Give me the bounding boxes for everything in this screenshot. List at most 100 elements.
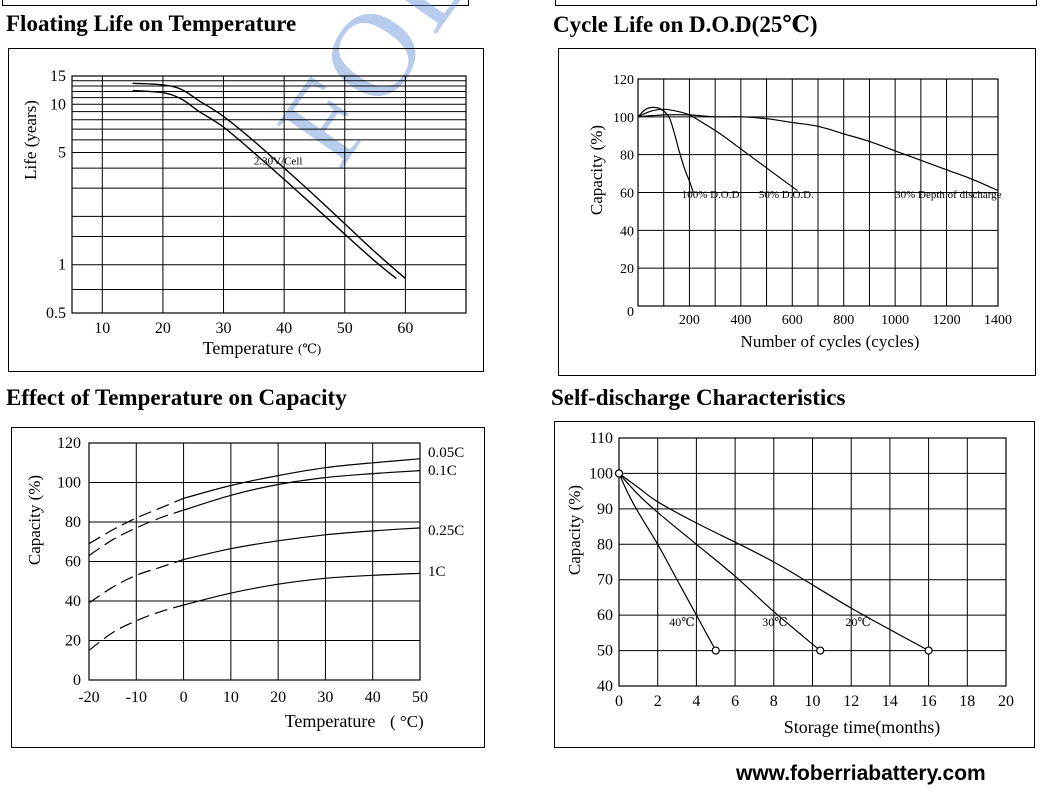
self-x-tick-label: 8	[770, 693, 778, 710]
chart-frame-floating-life	[8, 48, 484, 372]
self-y-axis-label: Capacity (%)	[565, 485, 584, 575]
self-x-tick-label: 0	[615, 693, 623, 710]
floating-x-tick-label: 40	[276, 320, 292, 337]
self-series-label-2: 20℃	[845, 615, 870, 629]
footer-website-link[interactable]: www.foberriabattery.com	[736, 762, 986, 785]
floating-series-line-0	[132, 82, 406, 280]
previous-frame-edge-right	[555, 0, 1037, 6]
cycle-series-line-2	[637, 114, 999, 192]
self-series-label-1: 30℃	[762, 615, 787, 629]
cycle-x-tick-label: 1400	[984, 313, 1012, 328]
self-x-tick-label: 18	[959, 693, 975, 710]
floating-y-tick-label: 15	[50, 68, 66, 85]
self-y-tick-label: 70	[597, 572, 613, 589]
floating-y-tick-label: 1	[58, 257, 66, 274]
temp-series-solid-0	[183, 458, 421, 499]
self-marker-3	[924, 646, 933, 655]
self-x-tick-label: 16	[921, 693, 937, 710]
self-y-tick-label: 110	[590, 430, 613, 447]
cycle-y-axis-label: Capacity (%)	[587, 125, 606, 215]
floating-x-axis-unit: (℃)	[298, 341, 321, 356]
chart-frame-temperature-capacity	[11, 427, 485, 748]
temp-series-label-0: 0.05C	[428, 445, 464, 461]
self-x-tick-label: 14	[882, 693, 898, 710]
chart-frame-cycle-life	[558, 48, 1036, 376]
chart-title-self-discharge: Self-discharge Characteristics	[551, 385, 846, 410]
temp-y-tick-label: 20	[65, 633, 81, 650]
floating-x-tick-label: 30	[216, 320, 232, 337]
temp-series-solid-2	[183, 527, 421, 561]
self-y-tick-label: 100	[589, 465, 613, 482]
chart-title-floating-life: Floating Life on Temperature	[6, 11, 297, 36]
self-series-line-0	[618, 473, 717, 651]
cycle-series-label-0: 100% D.O.D.	[682, 189, 743, 201]
temp-x-tick-label: 40	[365, 689, 381, 706]
floating-series-line-1	[132, 89, 397, 280]
cycle-y-tick-label: 100	[613, 111, 634, 126]
temp-y-tick-label: 80	[65, 514, 81, 531]
self-series-label-0: 40℃	[669, 615, 694, 629]
chart-frame-self-discharge	[554, 421, 1035, 748]
floating-x-tick-label: 10	[94, 320, 110, 337]
temp-x-tick-label: 10	[223, 689, 239, 706]
temp-series-dashed-0	[88, 497, 184, 545]
self-x-tick-label: 12	[843, 693, 859, 710]
floating-x-tick-label: 20	[155, 320, 171, 337]
temp-x-tick-label: 30	[317, 689, 333, 706]
self-x-axis-label: Storage time(months)	[784, 717, 940, 738]
temp-x-axis-unit: ( °C)	[390, 712, 424, 731]
floating-y-tick-label: 5	[58, 145, 66, 162]
cycle-y-tick-label: 60	[620, 187, 634, 202]
temp-y-tick-label: 120	[57, 435, 81, 452]
floating-plot-area	[71, 75, 467, 314]
temp-x-axis-label: Temperature	[285, 711, 376, 731]
self-y-tick-label: 40	[597, 678, 613, 695]
cycle-series-label-2: 30% Depth of discharge	[895, 189, 1002, 201]
floating-x-tick-label: 60	[397, 320, 413, 337]
self-x-tick-label: 6	[731, 693, 739, 710]
self-series-line-1	[618, 473, 821, 652]
self-x-tick-label: 2	[654, 693, 662, 710]
self-x-tick-label: 4	[692, 693, 700, 710]
temp-y-tick-label: 0	[73, 672, 81, 689]
self-marker-0	[614, 469, 624, 478]
temp-series-solid-3	[183, 572, 421, 606]
temp-series-label-2: 0.25C	[428, 523, 464, 539]
chart-title-cycle-life: Cycle Life on D.O.D(25℃)	[553, 12, 818, 37]
temp-series-dashed-3	[88, 604, 184, 651]
cycle-y-tick-label: 40	[620, 224, 634, 239]
temp-x-tick-label: 50	[412, 689, 428, 706]
temp-series-dashed-1	[88, 509, 184, 557]
cycle-series-line-0	[637, 106, 694, 193]
cycle-series-label-1: 50% D.O.D.	[759, 189, 814, 201]
cycle-y-tick-label: 80	[620, 149, 634, 164]
self-y-tick-label: 90	[597, 501, 613, 518]
cycle-x-tick-label: 1000	[881, 313, 909, 328]
self-marker-2	[816, 646, 825, 655]
temp-y-axis-label: Capacity (%)	[25, 475, 44, 565]
temp-x-tick-label: -10	[126, 689, 147, 706]
cycle-x-tick-label: 800	[833, 313, 854, 328]
floating-annotation: 2.30V/Cell	[254, 156, 303, 168]
self-y-tick-label: 80	[597, 536, 613, 553]
floating-x-tick-label: 50	[337, 320, 353, 337]
cycle-y-tick-label: 20	[620, 262, 634, 277]
self-y-tick-label: 60	[597, 607, 613, 624]
self-marker-1	[711, 646, 720, 655]
temp-x-tick-label: -20	[78, 689, 99, 706]
temp-series-dashed-2	[88, 558, 184, 604]
temp-y-tick-label: 100	[57, 475, 81, 492]
cycle-y-tick-label: 0	[627, 305, 634, 320]
previous-frame-edge-left	[2, 0, 469, 6]
self-x-tick-label: 20	[998, 693, 1014, 710]
cycle-x-axis-label: Number of cycles (cycles)	[741, 332, 920, 351]
cycle-x-tick-label: 1200	[933, 313, 961, 328]
cycle-x-tick-label: 600	[782, 313, 803, 328]
cycle-x-tick-label: 200	[679, 313, 700, 328]
cycle-x-tick-label: 400	[730, 313, 751, 328]
chart-title-temperature-capacity: Effect of Temperature on Capacity	[6, 385, 347, 410]
self-y-tick-label: 50	[597, 643, 613, 660]
temp-series-label-3: 1C	[428, 564, 446, 580]
